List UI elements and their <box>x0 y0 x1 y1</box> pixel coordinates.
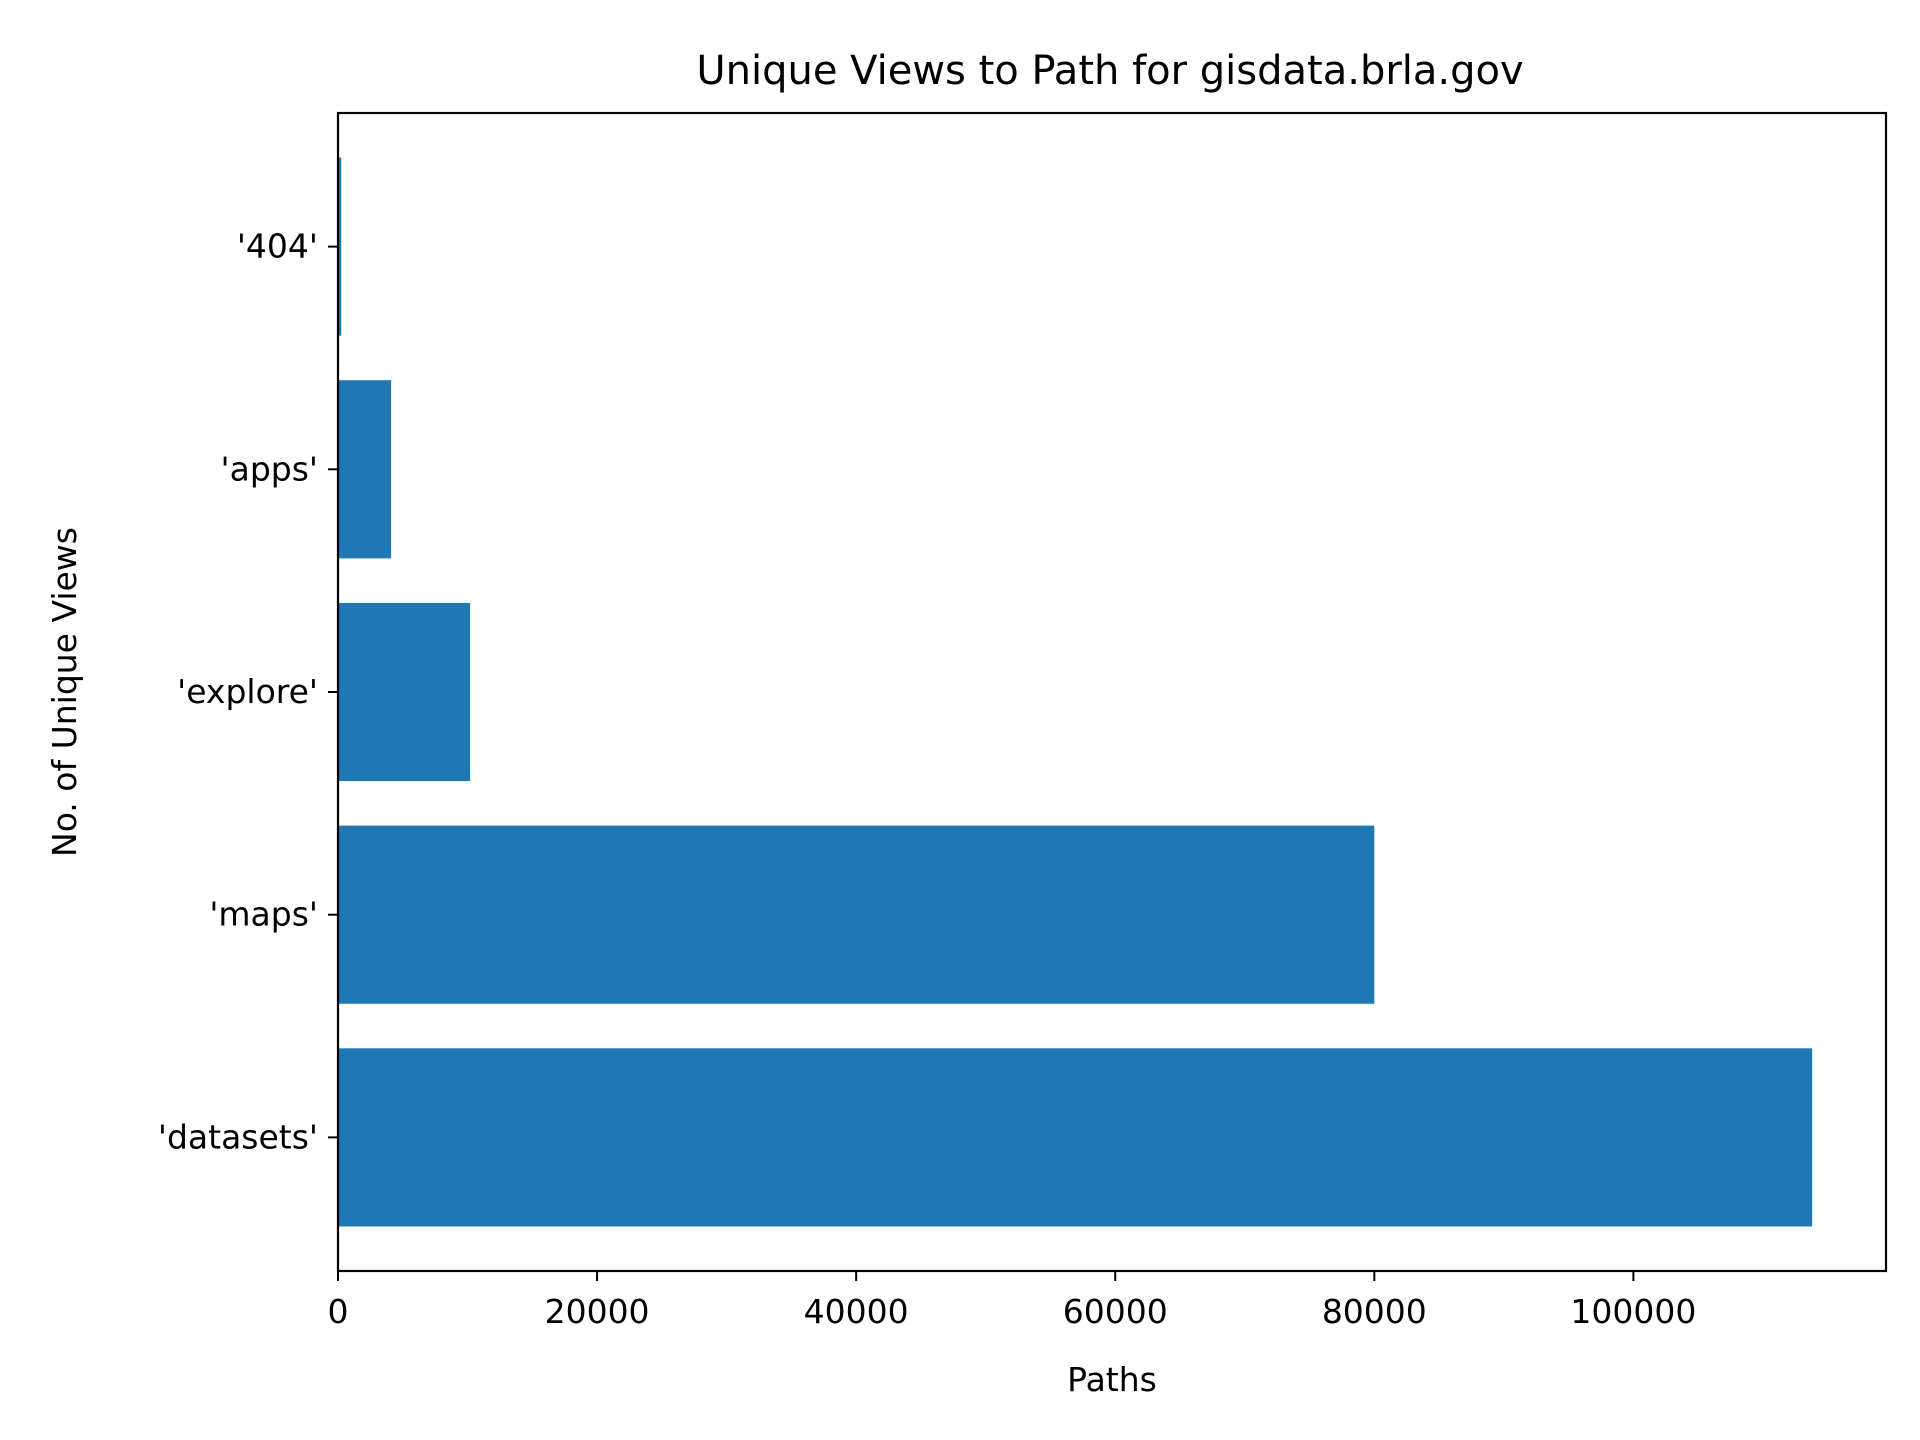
x-tick-label: 0 <box>328 1292 349 1331</box>
x-tick-label: 60000 <box>1063 1292 1168 1331</box>
bar-maps <box>338 825 1375 1004</box>
bar-datasets <box>338 1048 1813 1227</box>
y-tick-label: '404' <box>237 227 318 266</box>
x-tick-label: 40000 <box>804 1292 909 1331</box>
bars-group <box>338 157 1813 1227</box>
y-axis-ticks: 'datasets' 'maps' 'explore' 'apps' '404' <box>158 227 338 1156</box>
x-tick-label: 20000 <box>545 1292 650 1331</box>
x-tick-label: 80000 <box>1322 1292 1427 1331</box>
bar-explore <box>338 602 471 782</box>
y-tick-label: 'datasets' <box>158 1117 318 1156</box>
chart-title: Unique Views to Path for gisdata.brla.go… <box>696 48 1523 94</box>
x-axis-label: Paths <box>1067 1360 1157 1399</box>
y-axis-label: No. of Unique Views <box>45 527 84 857</box>
y-tick-label: 'apps' <box>221 449 318 488</box>
y-tick-label: 'explore' <box>177 672 318 711</box>
y-tick-label: 'maps' <box>209 895 318 934</box>
x-axis-ticks: 0 20000 40000 60000 80000 100000 <box>328 1271 1696 1331</box>
bar-apps <box>338 380 392 559</box>
bar-404 <box>338 157 342 336</box>
x-tick-label: 100000 <box>1570 1292 1696 1331</box>
